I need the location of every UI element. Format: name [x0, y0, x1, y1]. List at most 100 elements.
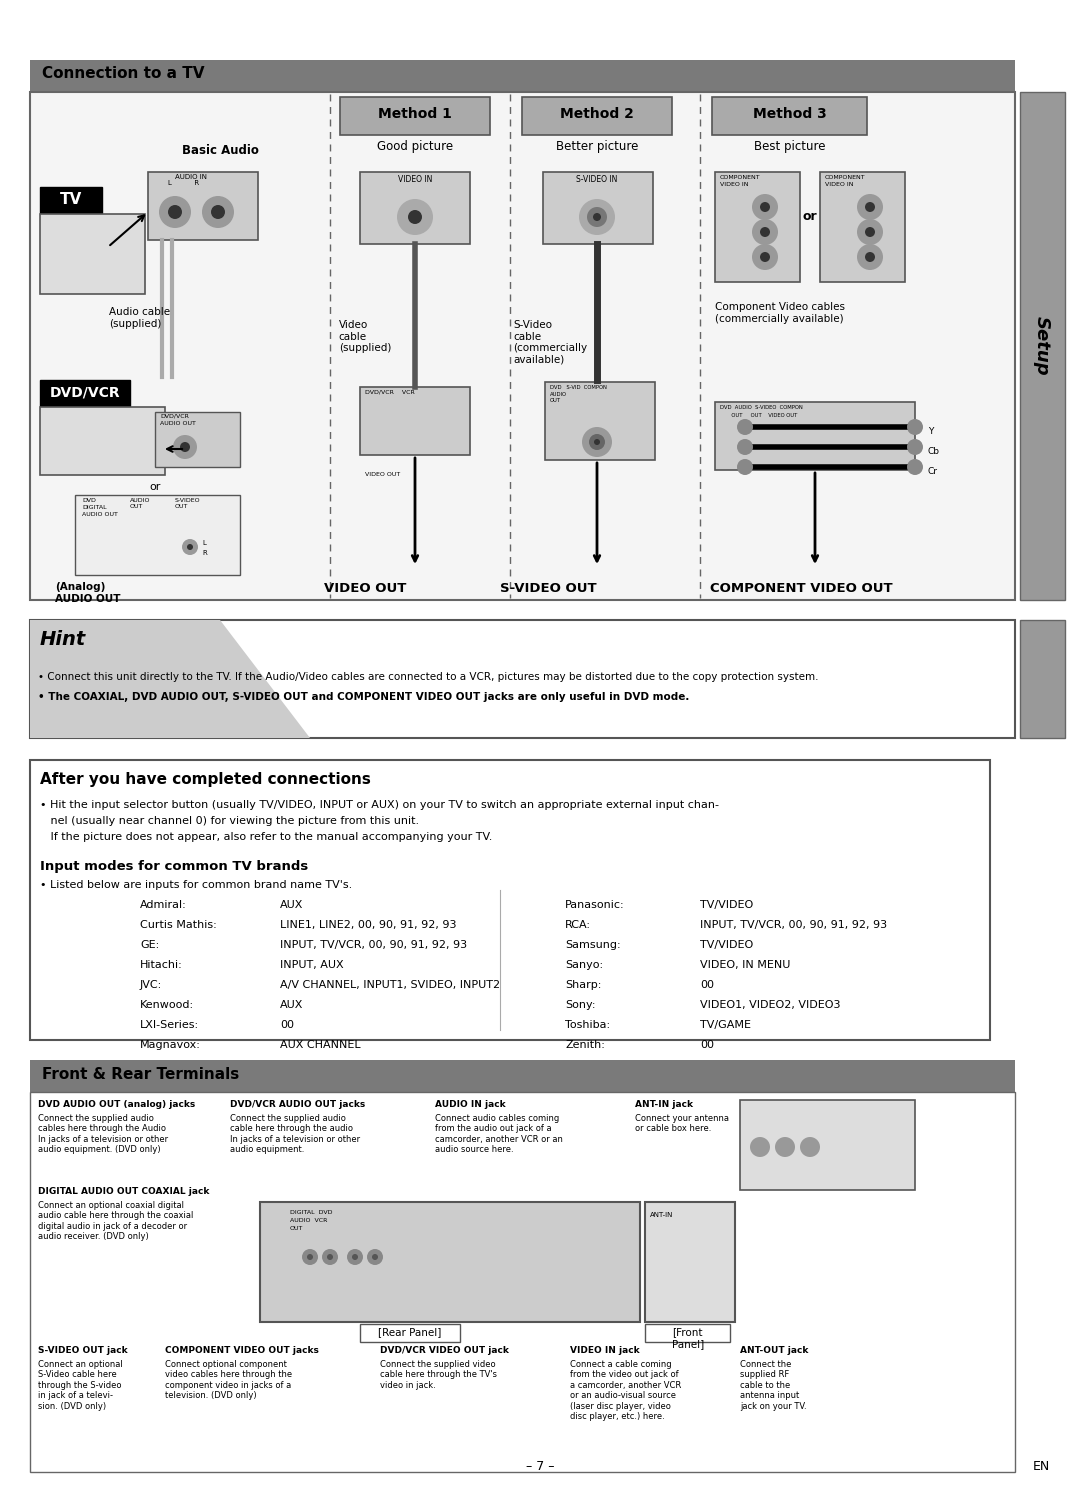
Text: Samsung:: Samsung: — [565, 940, 621, 950]
Text: S-VIDEO
OUT: S-VIDEO OUT — [175, 498, 201, 509]
Text: DIGITAL AUDIO OUT COAXIAL jack: DIGITAL AUDIO OUT COAXIAL jack — [38, 1187, 210, 1196]
Text: COMPONENT VIDEO OUT jacks: COMPONENT VIDEO OUT jacks — [165, 1346, 319, 1355]
Text: Best picture: Best picture — [754, 140, 826, 153]
Text: VIDEO IN jack: VIDEO IN jack — [570, 1346, 639, 1355]
Circle shape — [907, 459, 923, 474]
Bar — [260, 1201, 640, 1322]
Text: DIGITAL  DVD: DIGITAL DVD — [291, 1210, 333, 1215]
Bar — [75, 495, 240, 575]
Text: • Listed below are inputs for common brand name TV's.: • Listed below are inputs for common bra… — [40, 880, 352, 891]
Text: Good picture: Good picture — [377, 140, 454, 153]
Text: AUX: AUX — [280, 900, 303, 910]
Text: 00: 00 — [700, 980, 714, 990]
Text: Connect audio cables coming
from the audio out jack of a
camcorder, another VCR : Connect audio cables coming from the aud… — [435, 1114, 563, 1154]
Text: Method 1: Method 1 — [378, 107, 451, 120]
Text: 00: 00 — [700, 1039, 714, 1050]
Circle shape — [202, 196, 234, 228]
Text: If the picture does not appear, also refer to the manual accompanying your TV.: If the picture does not appear, also ref… — [40, 833, 492, 842]
Text: ANT-OUT jack: ANT-OUT jack — [740, 1346, 808, 1355]
Circle shape — [760, 228, 770, 236]
Text: Connect the supplied audio
cables here through the Audio
In jacks of a televisio: Connect the supplied audio cables here t… — [38, 1114, 168, 1154]
Circle shape — [159, 196, 191, 228]
Text: DVD/VCR: DVD/VCR — [50, 385, 120, 399]
Text: COMPONENT: COMPONENT — [825, 175, 866, 180]
Circle shape — [858, 219, 883, 245]
Circle shape — [307, 1254, 313, 1259]
Text: Admiral:: Admiral: — [140, 900, 187, 910]
Text: S-VIDEO OUT: S-VIDEO OUT — [500, 581, 596, 595]
Bar — [30, 760, 990, 1039]
Circle shape — [582, 427, 612, 457]
Text: Connect the supplied audio
cable here through the audio
In jacks of a television: Connect the supplied audio cable here th… — [230, 1114, 360, 1154]
Text: AUX: AUX — [280, 999, 303, 1010]
Text: DVD/VCR: DVD/VCR — [160, 413, 189, 419]
Bar — [30, 1060, 1015, 1091]
Text: Better picture: Better picture — [556, 140, 638, 153]
Bar — [715, 401, 915, 470]
Bar — [645, 1201, 735, 1322]
Text: Method 2: Method 2 — [561, 107, 634, 120]
Text: Input modes for common TV brands: Input modes for common TV brands — [40, 859, 308, 873]
Text: Connect an optional
S-Video cable here
through the S-video
in jack of a televi-
: Connect an optional S-Video cable here t… — [38, 1361, 123, 1411]
Bar — [645, 1323, 730, 1341]
Circle shape — [211, 205, 225, 219]
Text: AUX CHANNEL: AUX CHANNEL — [280, 1039, 361, 1050]
Text: GE:: GE: — [140, 940, 159, 950]
Text: INPUT, TV/VCR, 00, 90, 91, 92, 93: INPUT, TV/VCR, 00, 90, 91, 92, 93 — [280, 940, 468, 950]
Circle shape — [187, 544, 193, 550]
Circle shape — [752, 244, 778, 271]
Text: Kenwood:: Kenwood: — [140, 999, 194, 1010]
Bar — [715, 172, 800, 283]
Text: A/V CHANNEL, INPUT1, SVIDEO, INPUT2: A/V CHANNEL, INPUT1, SVIDEO, INPUT2 — [280, 980, 500, 990]
Text: Hint: Hint — [40, 630, 86, 648]
Text: VIDEO IN: VIDEO IN — [397, 175, 432, 184]
Text: • The COAXIAL, DVD AUDIO OUT, S-VIDEO OUT and COMPONENT VIDEO OUT jacks are only: • The COAXIAL, DVD AUDIO OUT, S-VIDEO OU… — [38, 691, 689, 702]
Text: LXI-Series:: LXI-Series: — [140, 1020, 199, 1030]
Text: L: L — [202, 540, 206, 546]
Text: Sony:: Sony: — [565, 999, 595, 1010]
Circle shape — [737, 419, 753, 436]
Text: VIDEO OUT: VIDEO OUT — [324, 581, 406, 595]
Text: Setup: Setup — [1032, 317, 1051, 376]
Text: After you have completed connections: After you have completed connections — [40, 772, 370, 787]
Text: Component Video cables
(commercially available): Component Video cables (commercially ava… — [715, 302, 845, 324]
Circle shape — [752, 193, 778, 220]
Text: S-Video
cable
(commercially
available): S-Video cable (commercially available) — [513, 320, 588, 364]
Circle shape — [594, 439, 600, 445]
Bar — [340, 97, 490, 135]
Text: S-VIDEO OUT jack: S-VIDEO OUT jack — [38, 1346, 127, 1355]
Bar — [740, 1100, 915, 1190]
Text: (Analog)
AUDIO OUT: (Analog) AUDIO OUT — [55, 581, 121, 604]
Text: VIDEO OUT: VIDEO OUT — [365, 471, 401, 477]
Bar — [712, 97, 867, 135]
Circle shape — [760, 202, 770, 213]
Text: • Connect this unit directly to the TV. If the Audio/Video cables are connected : • Connect this unit directly to the TV. … — [38, 672, 819, 683]
Text: DVD/VCR VIDEO OUT jack: DVD/VCR VIDEO OUT jack — [380, 1346, 509, 1355]
Text: RCA:: RCA: — [565, 920, 591, 929]
Circle shape — [865, 202, 875, 213]
Text: Video
cable
(supplied): Video cable (supplied) — [339, 320, 391, 354]
Text: – 7 –: – 7 – — [526, 1460, 554, 1474]
Text: Connect your antenna
or cable box here.: Connect your antenna or cable box here. — [635, 1114, 729, 1133]
Text: Front & Rear Terminals: Front & Rear Terminals — [42, 1068, 240, 1083]
Polygon shape — [30, 620, 310, 738]
Circle shape — [347, 1249, 363, 1265]
Text: [Front
Panel]: [Front Panel] — [672, 1326, 704, 1349]
Text: VIDEO IN: VIDEO IN — [720, 181, 748, 187]
Text: Panasonic:: Panasonic: — [565, 900, 624, 910]
Bar — [156, 412, 240, 467]
Text: AUDIO OUT: AUDIO OUT — [160, 421, 195, 425]
Bar — [40, 381, 130, 406]
Text: Connect a cable coming
from the video out jack of
a camcorder, another VCR
or an: Connect a cable coming from the video ou… — [570, 1361, 681, 1422]
Circle shape — [168, 205, 183, 219]
Text: DIGITAL: DIGITAL — [82, 506, 107, 510]
Text: AUDIO  VCR: AUDIO VCR — [291, 1218, 327, 1222]
Circle shape — [408, 210, 422, 225]
Circle shape — [865, 251, 875, 262]
Bar — [543, 172, 653, 244]
Text: Connect an optional coaxial digital
audio cable here through the coaxial
digital: Connect an optional coaxial digital audi… — [38, 1201, 193, 1242]
Text: DVD/VCR AUDIO OUT jacks: DVD/VCR AUDIO OUT jacks — [230, 1100, 365, 1109]
Circle shape — [907, 419, 923, 436]
Text: or: or — [802, 211, 818, 223]
Text: OUT     OUT    VIDEO OUT: OUT OUT VIDEO OUT — [720, 413, 797, 418]
